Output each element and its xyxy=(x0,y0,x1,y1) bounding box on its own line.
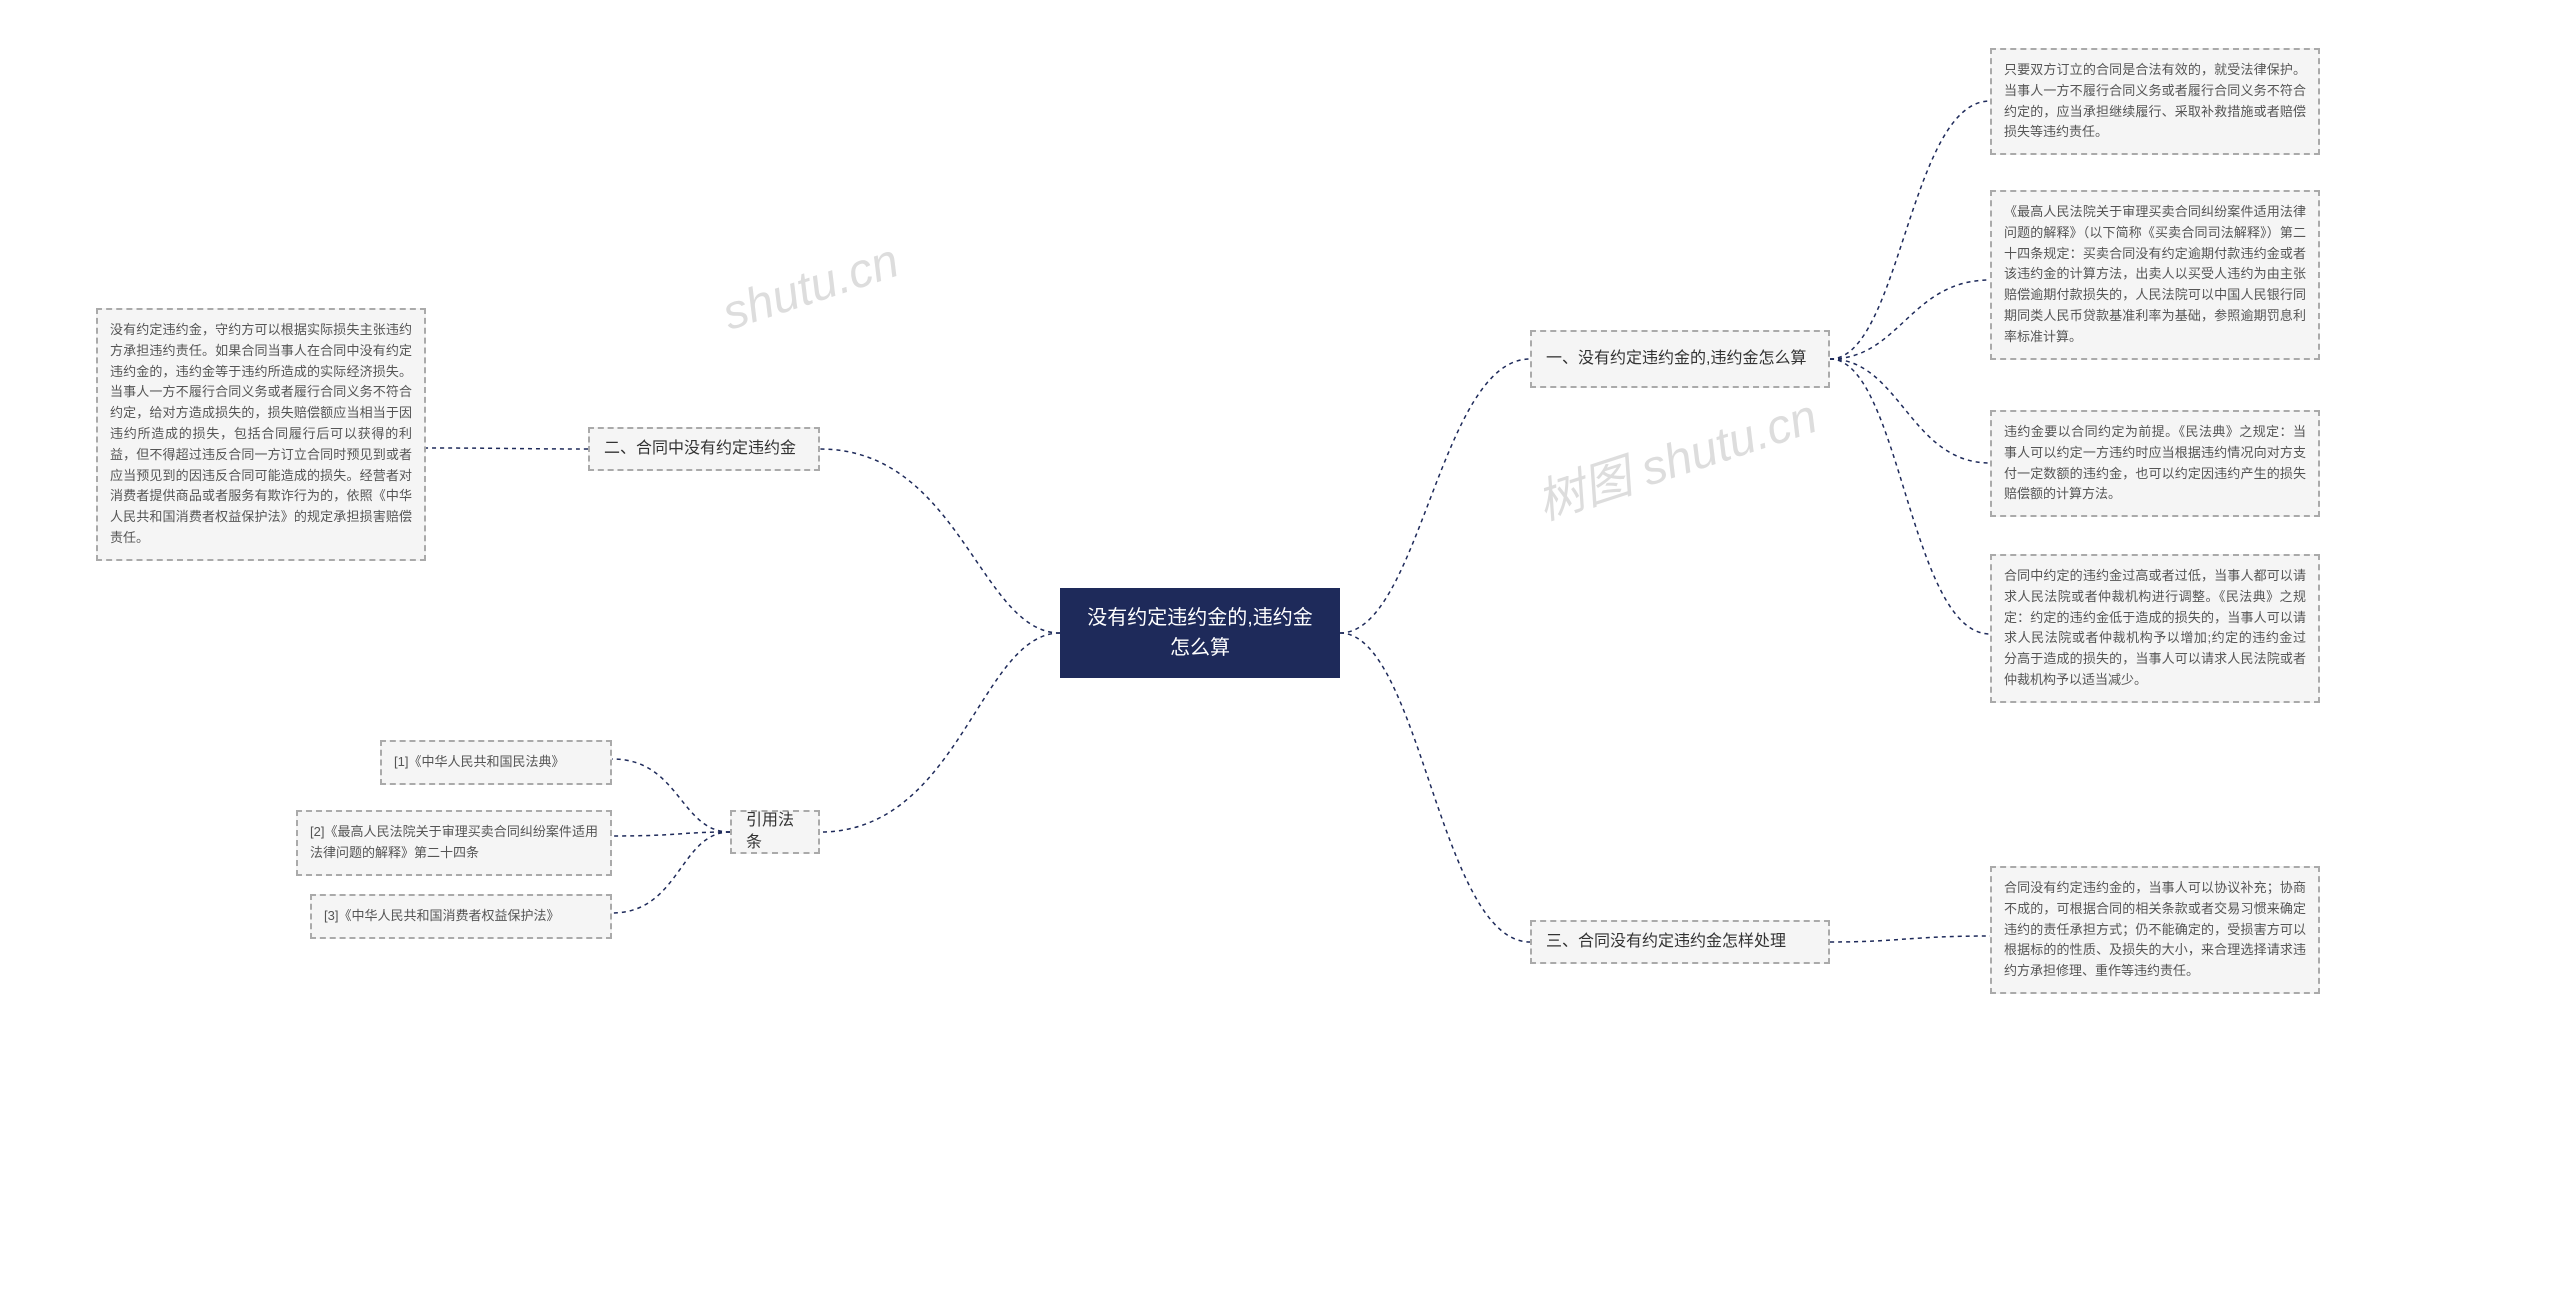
branch-3-handle: 三、合同没有约定违约金怎样处理 xyxy=(1530,920,1830,964)
leaf-1c: 违约金要以合同约定为前提。《民法典》之规定：当事人可以约定一方违约时应当根据违约… xyxy=(1990,410,2320,517)
leaf-4c: [3]《中华人民共和国消费者权益保护法》 xyxy=(310,894,612,939)
watermark-2: 树图 shutu.cn xyxy=(1526,377,1824,533)
leaf-3a: 没有约定违约金，守约方可以根据实际损失主张违约方承担违约责任。如果合同当事人在合… xyxy=(96,308,426,561)
leaf-1b: 《最高人民法院关于审理买卖合同纠纷案件适用法律问题的解释》（以下简称《买卖合同司… xyxy=(1990,190,2320,360)
leaf-2a: 合同没有约定违约金的，当事人可以协议补充；协商不成的，可根据合同的相关条款或者交… xyxy=(1990,866,2320,994)
leaf-4a: [1]《中华人民共和国民法典》 xyxy=(380,740,612,785)
branch-2: 二、合同中没有约定违约金 xyxy=(588,427,820,471)
watermark-1: shutu.cn xyxy=(716,233,906,341)
leaf-4b: [2]《最高人民法院关于审理买卖合同纠纷案件适用法律问题的解释》第二十四条 xyxy=(296,810,612,876)
branch-1: 一、没有约定违约金的,违约金怎么算 xyxy=(1530,330,1830,388)
branch-references: 引用法条 xyxy=(730,810,820,854)
root-node: 没有约定违约金的,违约金怎么算 xyxy=(1060,588,1340,678)
leaf-1d: 合同中约定的违约金过高或者过低，当事人都可以请求人民法院或者仲裁机构进行调整。《… xyxy=(1990,554,2320,703)
leaf-1a: 只要双方订立的合同是合法有效的，就受法律保护。当事人一方不履行合同义务或者履行合… xyxy=(1990,48,2320,155)
